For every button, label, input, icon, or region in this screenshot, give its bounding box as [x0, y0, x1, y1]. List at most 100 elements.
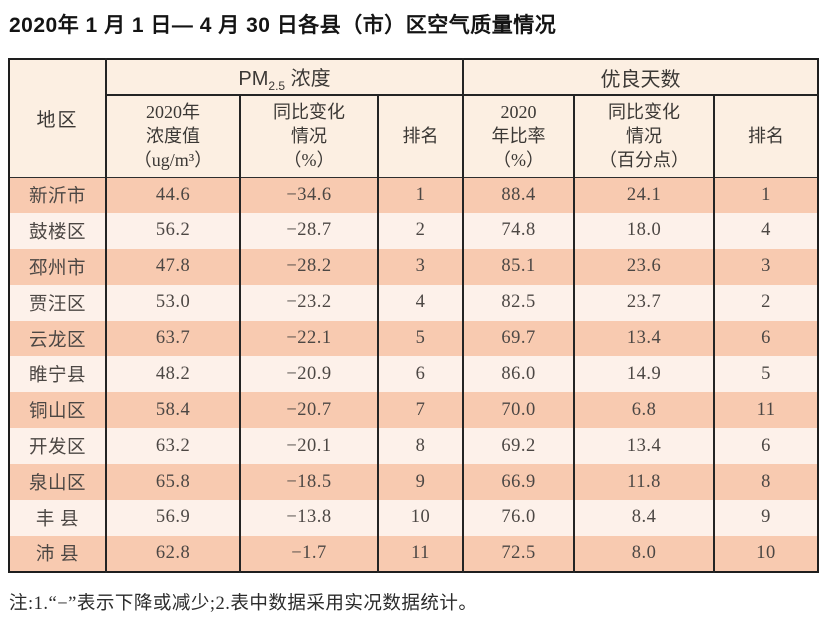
pm-value-cell: 53.0	[105, 284, 240, 321]
pm-value-cell: 56.2	[105, 212, 240, 249]
region-cell: 云龙区	[28, 330, 86, 351]
pm-value-cell: 62.8	[105, 535, 240, 572]
good-ratio-cell: 72.5	[462, 535, 575, 572]
pm-value-cell: 63.7	[105, 320, 240, 357]
pm-change-cell: −1.7	[239, 535, 378, 572]
pm-value-cell: 65.8	[105, 464, 240, 501]
column-header-good-change: 同比变化 情况 （百分点）	[573, 95, 715, 178]
pm-value-cell: 44.6	[105, 177, 240, 213]
good-rank-cell: 4	[713, 212, 819, 249]
good-rank-cell: 11	[713, 392, 819, 429]
good-change-cell: 11.8	[573, 464, 715, 501]
region-cell: 泉山区	[28, 474, 86, 495]
pm-change-cell: −18.5	[239, 464, 378, 501]
table-row: 铜山区 58.4 −20.7 7 70.0 6.8 11	[9, 392, 819, 429]
column-header-region: 地区	[9, 59, 107, 178]
column-header-pm-value: 2020年 浓度值 （ug/m³）	[106, 95, 240, 178]
table-row: 贾汪区 53.0 −23.2 4 82.5 23.7 2	[9, 284, 819, 321]
good-ratio-cell: 70.0	[462, 392, 575, 429]
pm-rank-cell: 10	[376, 500, 464, 536]
table-row: 开发区 63.2 −20.1 8 69.2 13.4 6	[9, 428, 819, 465]
footnote: 注:1.“−”表示下降或减少;2.表中数据采用实况数据统计。	[9, 593, 478, 614]
good-change-cell: 8.4	[573, 500, 715, 536]
good-change-cell: 6.8	[573, 392, 715, 429]
pm-change-cell: −20.7	[239, 392, 378, 429]
table-row: 云龙区 63.7 −22.1 5 69.7 13.4 6	[9, 320, 819, 357]
table-row: 泉山区 65.8 −18.5 9 66.9 11.8 8	[9, 464, 819, 501]
pm-rank-cell: 11	[376, 535, 464, 572]
pm-change-cell: −20.9	[239, 356, 378, 393]
good-rank-cell: 10	[713, 535, 819, 572]
good-rank-cell: 6	[713, 320, 819, 357]
good-change-cell: 13.4	[573, 428, 715, 465]
column-header-pm-rank: 排名	[376, 95, 464, 178]
good-change-cell: 23.6	[573, 248, 715, 285]
column-header-pm-change: 同比变化 情况 （%）	[239, 95, 378, 178]
good-ratio-cell: 66.9	[462, 464, 575, 501]
pm-suffix: 浓度	[285, 67, 331, 90]
good-rank-cell: 1	[713, 177, 819, 213]
good-ratio-cell: 88.4	[462, 177, 575, 213]
table-row: 沛 县 62.8 −1.7 11 72.5 8.0 10	[9, 535, 819, 572]
pm-rank-cell: 5	[376, 320, 464, 357]
good-ratio-cell: 69.2	[462, 428, 575, 465]
good-change-cell: 13.4	[573, 320, 715, 357]
pm-value-cell: 48.2	[105, 356, 240, 393]
pm-value-cell: 58.4	[105, 392, 240, 429]
pm-label: PM	[238, 67, 269, 90]
column-group-pm25: PM2.5 浓度	[104, 59, 464, 96]
region-cell: 铜山区	[28, 402, 86, 423]
pm-rank-cell: 7	[376, 392, 464, 429]
pm-change-cell: −23.2	[239, 284, 378, 321]
good-ratio-cell: 86.0	[462, 356, 575, 393]
table-row: 丰 县 56.9 −13.8 10 76.0 8.4 9	[9, 500, 819, 536]
region-cell: 开发区	[28, 438, 86, 459]
pm-rank-cell: 3	[376, 248, 464, 285]
region-cell: 沛 县	[35, 545, 80, 566]
table-body: 新沂市 44.6 −34.6 1 88.4 24.1 1 鼓楼区 56.2 −2…	[9, 177, 819, 572]
pm-value-cell: 63.2	[105, 428, 240, 465]
column-header-good-ratio: 2020 年比率 （%）	[462, 95, 575, 178]
good-ratio-cell: 82.5	[462, 284, 575, 321]
pm-value-cell: 56.9	[105, 500, 240, 536]
table-header: 地区 PM2.5 浓度 优良天数 2020年 浓度值 （ug/m³） 同比变化 …	[9, 59, 819, 178]
pm-rank-cell: 4	[376, 284, 464, 321]
pm-change-cell: −13.8	[239, 500, 378, 536]
table-row: 邳州市 47.8 −28.2 3 85.1 23.6 3	[9, 248, 819, 285]
group-header-row: 地区 PM2.5 浓度 优良天数	[9, 59, 819, 178]
region-cell: 邳州市	[28, 258, 86, 279]
good-ratio-cell: 69.7	[462, 320, 575, 357]
column-group-good-days: 优良天数	[462, 59, 819, 96]
sub-header-row: 2020年 浓度值 （ug/m³） 同比变化 情况 （%） 排名 2020 年比…	[9, 95, 819, 178]
good-ratio-cell: 74.8	[462, 212, 575, 249]
pm-change-cell: −28.2	[239, 248, 378, 285]
column-header-good-rank: 排名	[713, 95, 819, 178]
pm-subscript: 2.5	[268, 78, 286, 93]
good-rank-cell: 5	[713, 356, 819, 393]
air-quality-table: 地区 PM2.5 浓度 优良天数 2020年 浓度值 （ug/m³） 同比变化 …	[8, 58, 820, 573]
pm-value-cell: 47.8	[105, 248, 240, 285]
table-row: 睢宁县 48.2 −20.9 6 86.0 14.9 5	[9, 356, 819, 393]
table-row: 鼓楼区 56.2 −28.7 2 74.8 18.0 4	[9, 212, 819, 249]
pm-change-cell: −20.1	[239, 428, 378, 465]
pm-rank-cell: 9	[376, 464, 464, 501]
good-change-cell: 24.1	[573, 177, 715, 213]
region-cell: 睢宁县	[28, 366, 86, 387]
pm-rank-cell: 8	[376, 428, 464, 465]
pm-change-cell: −34.6	[239, 177, 378, 213]
good-rank-cell: 8	[713, 464, 819, 501]
pm-change-cell: −22.1	[239, 320, 378, 357]
region-cell: 鼓楼区	[28, 222, 86, 243]
good-change-cell: 14.9	[573, 356, 715, 393]
good-rank-cell: 2	[713, 284, 819, 321]
region-cell: 丰 县	[35, 509, 80, 530]
good-ratio-cell: 76.0	[462, 500, 575, 536]
table-row: 新沂市 44.6 −34.6 1 88.4 24.1 1	[9, 177, 819, 213]
pm-rank-cell: 2	[376, 212, 464, 249]
region-cell: 新沂市	[28, 187, 86, 208]
good-ratio-cell: 85.1	[462, 248, 575, 285]
region-cell: 贾汪区	[28, 294, 86, 315]
pm-rank-cell: 1	[376, 177, 464, 213]
good-rank-cell: 9	[713, 500, 819, 536]
good-change-cell: 8.0	[573, 535, 715, 572]
